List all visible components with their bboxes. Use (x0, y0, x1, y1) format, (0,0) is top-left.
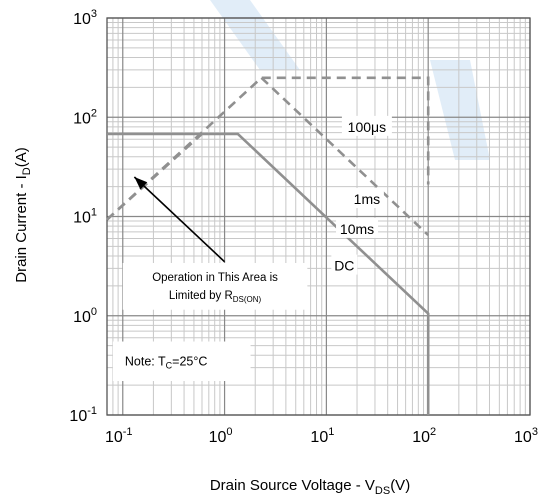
x-tick-label-base: 10 (209, 429, 227, 446)
x-tick-label-exponent: 0 (226, 426, 232, 438)
y-tick-label: 100 (73, 306, 97, 326)
callout-box (122, 263, 308, 310)
x-tick-label-exponent: -1 (123, 426, 133, 438)
y-tick-label: 101 (73, 207, 97, 227)
note-text-sub: C (166, 360, 173, 370)
y-tick-label-base: 10 (73, 309, 91, 326)
y-axis-title-main: Drain Current - I (13, 175, 30, 283)
callout-text-line1: Operation in This Area is (152, 272, 278, 284)
y-axis-title: Drain Current - ID(A) (13, 147, 33, 282)
y-tick-label: 102 (73, 107, 97, 127)
note-box (112, 341, 251, 382)
series-label-background (341, 115, 392, 136)
series-100s-line (106, 76, 430, 221)
y-tick-label-base: 10 (69, 408, 87, 425)
y-tick-label-exponent: 0 (91, 306, 97, 318)
x-tick-label: 10-1 (105, 426, 133, 446)
y-tick-label-base: 10 (73, 210, 91, 227)
series-label-background (336, 217, 379, 238)
y-tick-label-base: 10 (73, 11, 91, 28)
series-label: 10ms (340, 221, 374, 237)
annotation-layer: Operation in This Area is Limited by RDS(… (112, 176, 308, 382)
x-tick-label: 101 (310, 426, 334, 446)
series-label: 100μs (348, 119, 386, 135)
y-tick-label-base: 10 (73, 110, 91, 127)
y-tick-label: 10-1 (69, 405, 97, 425)
note-text-main: Note: T (125, 354, 166, 368)
x-axis-title-main: Drain Source Voltage - V (210, 477, 375, 494)
x-tick-label-base: 10 (105, 429, 123, 446)
y-tick-label-exponent: 1 (91, 207, 97, 219)
x-axis-title-unit: (V) (390, 477, 410, 494)
x-tick-label: 102 (412, 426, 436, 446)
y-tick-label-exponent: 3 (91, 8, 97, 20)
y-tick-label-exponent: -1 (87, 405, 97, 417)
x-tick-label-base: 10 (412, 429, 430, 446)
x-tick-label: 103 (514, 426, 538, 446)
x-tick-label-exponent: 3 (532, 426, 538, 438)
y-tick-label: 103 (73, 8, 97, 28)
series-label-background (331, 254, 358, 275)
y-axis-title-unit: (A) (13, 147, 30, 167)
x-tick-label-base: 10 (514, 429, 532, 446)
series-label-background (349, 188, 384, 209)
note-text: Note: TC=25°C (125, 354, 208, 370)
y-axis-title-sub: D (21, 167, 33, 175)
series-1ms-line (260, 76, 430, 237)
x-tick-label-base: 10 (310, 429, 328, 446)
series-label: DC (334, 258, 354, 274)
x-axis-title-sub: DS (375, 485, 390, 497)
series-dc-line (107, 132, 430, 415)
series-label-layer: 100μs 1ms 10ms DC (331, 115, 392, 275)
x-axis-title: Drain Source Voltage - VDS(V) (210, 477, 410, 497)
callout-arrow-shaft (133, 176, 226, 263)
plot-frame (106, 17, 531, 416)
series-10ms-line (106, 132, 203, 221)
note-text-suffix: =25°C (172, 354, 207, 368)
callout-text-line2-main: Limited by R (169, 290, 233, 302)
x-tick-label: 100 (209, 426, 233, 446)
series-label: 1ms (354, 191, 380, 207)
callout-text-line2: Limited by RDS(ON) (169, 290, 262, 304)
series-layer (106, 76, 430, 415)
callout-text-line2-sub: DS(ON) (233, 295, 262, 304)
x-tick-label-exponent: 1 (328, 426, 334, 438)
callout-arrow-head (134, 177, 148, 190)
y-tick-label-exponent: 2 (91, 107, 97, 119)
x-tick-label-exponent: 2 (430, 426, 436, 438)
